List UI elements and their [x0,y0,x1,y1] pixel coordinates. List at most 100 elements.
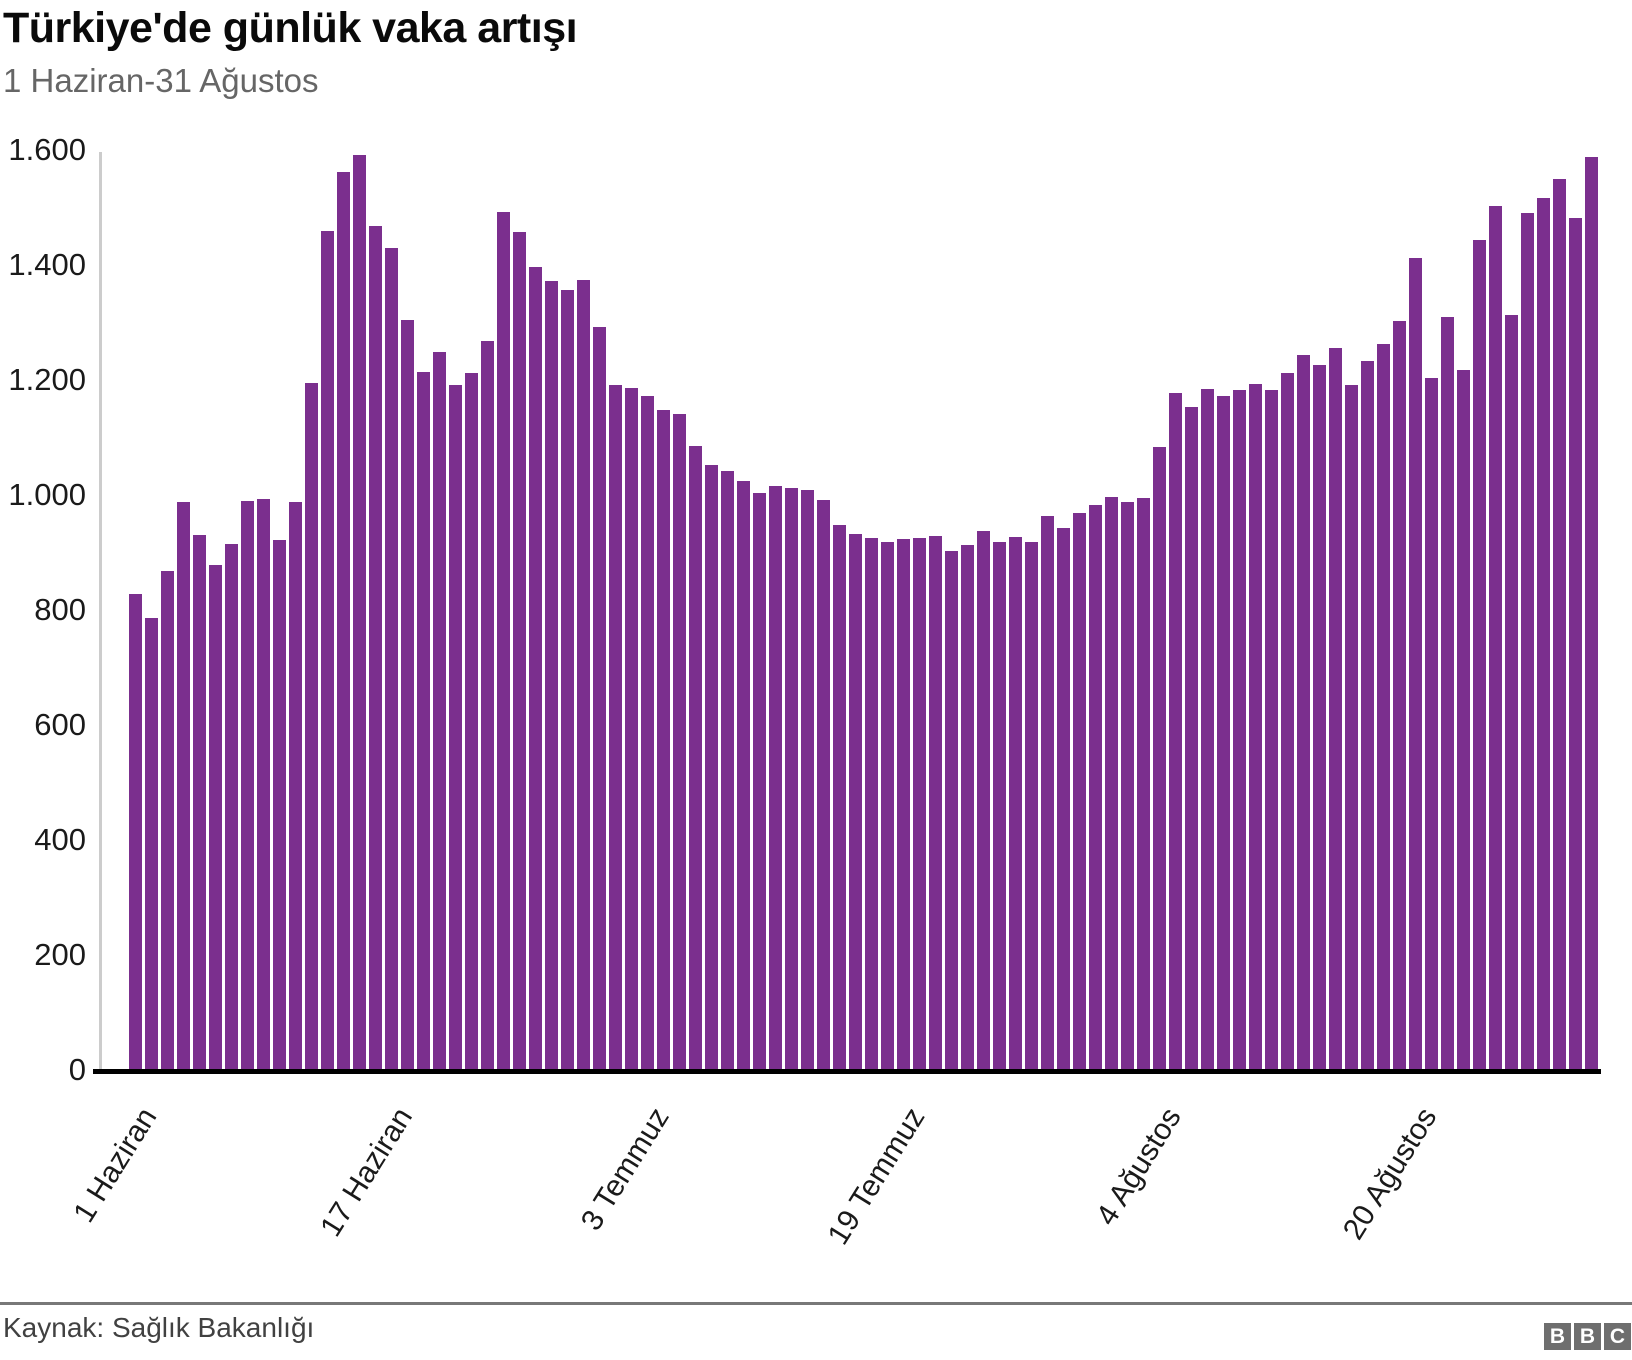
y-axis-label: 400 [34,822,86,857]
bar [513,232,526,1070]
bar [1473,240,1486,1070]
bar [1441,317,1454,1070]
x-axis-label: 17 Haziran [314,1102,420,1243]
chart-title: Türkiye'de günlük vaka artışı [3,4,578,52]
bar [1345,385,1358,1070]
bar [753,493,766,1070]
bar [449,385,462,1070]
bar [1505,315,1518,1070]
bar [833,525,846,1070]
y-axis-line [99,152,102,1070]
bar [1297,355,1310,1070]
bar [321,231,334,1070]
bar [289,502,302,1070]
bar [1553,179,1566,1070]
bar [497,212,510,1070]
x-axis-label: 4 Ağustos [1089,1102,1188,1232]
bar [1009,537,1022,1070]
y-axis-label: 1.200 [8,362,86,397]
source-credit: Kaynak: Sağlık Bakanlığı [3,1312,315,1343]
bar [1329,348,1342,1070]
y-axis-label: 800 [34,592,86,627]
bar [465,373,478,1070]
x-axis-label: 3 Temmuz [574,1102,676,1237]
bar [1169,393,1182,1070]
bar [1217,396,1230,1070]
bar [1281,373,1294,1070]
bar [769,486,782,1070]
bar [737,481,750,1070]
y-axis-label: 1.600 [8,132,86,167]
bar [881,542,894,1070]
bbc-logo-block: B [1574,1323,1601,1350]
bar [1489,206,1502,1070]
bar [689,446,702,1070]
bar [433,352,446,1070]
bar [1393,321,1406,1070]
bar [673,414,686,1070]
bar [1057,528,1070,1070]
bar [257,499,270,1070]
y-axis-label: 1.400 [8,247,86,282]
bar [129,594,142,1070]
bar [1105,497,1118,1070]
x-axis-label: 20 Ağustos [1336,1102,1444,1246]
bar [401,320,414,1070]
bar [161,571,174,1070]
bar [1409,258,1422,1070]
bar [961,545,974,1070]
bar [1569,218,1582,1070]
bar [561,290,574,1070]
bar [1137,498,1150,1070]
y-axis-label: 600 [34,707,86,742]
footer-divider [0,1302,1632,1305]
bar [913,538,926,1070]
bar [609,385,622,1070]
y-axis-label: 1.000 [8,477,86,512]
bar [897,539,910,1070]
bar [1537,198,1550,1070]
bar [1457,370,1470,1070]
bar [1153,447,1166,1070]
bar [1585,157,1598,1070]
x-axis-label: 1 Haziran [67,1102,164,1229]
bar [1025,542,1038,1070]
bar [1361,361,1374,1070]
bar [545,281,558,1070]
y-axis-label: 200 [34,937,86,972]
bar [273,540,286,1070]
bar [1233,390,1246,1070]
bar [993,542,1006,1070]
bar [641,396,654,1070]
bar [577,280,590,1070]
bar [1425,378,1438,1070]
bar [801,490,814,1070]
bar [657,410,670,1070]
bar [241,501,254,1070]
bbc-logo-block: C [1604,1323,1631,1350]
bar [705,465,718,1070]
bar [1185,407,1198,1070]
bar [593,327,606,1070]
bar [1089,505,1102,1070]
bar [1265,390,1278,1070]
bar [817,500,830,1070]
bar [865,538,878,1070]
bar [305,383,318,1070]
bar [385,248,398,1070]
bar [945,551,958,1070]
bar [1201,389,1214,1070]
bar [977,531,990,1070]
bbc-logo-block: B [1544,1323,1571,1350]
bar [1249,384,1262,1070]
bar [785,488,798,1070]
bar [369,226,382,1070]
x-axis-label: 19 Temmuz [821,1102,932,1251]
bar [625,388,638,1070]
bar [337,172,350,1070]
bar [353,155,366,1070]
bar [849,534,862,1070]
bar [481,341,494,1070]
